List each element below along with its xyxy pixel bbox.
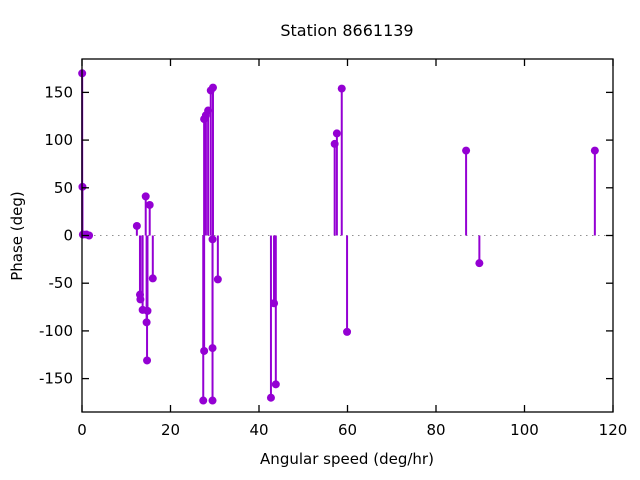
x-tick-label: 20 [161, 421, 180, 439]
y-tick-label: 50 [54, 179, 73, 197]
data-point [271, 380, 280, 389]
data-point [330, 139, 339, 148]
y-tick-label: -100 [39, 322, 73, 340]
x-tick-label: 0 [77, 421, 87, 439]
data-point [343, 327, 352, 336]
data-point [200, 346, 209, 355]
data-point [145, 200, 154, 209]
x-tick-label: 100 [510, 421, 539, 439]
data-point [141, 192, 150, 201]
y-axis-label: Phase (deg) [8, 191, 26, 281]
data-point [143, 306, 152, 315]
data-point [199, 396, 208, 405]
data-point [213, 275, 222, 284]
data-point [132, 221, 141, 230]
data-point [208, 235, 217, 244]
data-point [208, 83, 217, 92]
data-point [590, 146, 599, 155]
y-tick-label: -150 [39, 370, 73, 388]
x-axis-label: Angular speed (deg/hr) [260, 450, 434, 468]
data-point [142, 318, 151, 327]
x-tick-label: 60 [338, 421, 357, 439]
plot-content: 0 20 40 60 80 100 120 -150 -100 -50 0 50 100 150 [39, 58, 628, 439]
y-tick-label: 100 [44, 131, 73, 149]
x-tick-label: 80 [426, 421, 445, 439]
data-point [462, 146, 471, 155]
y-tick-label: -50 [49, 274, 74, 292]
data-point [337, 84, 346, 93]
data-point [204, 106, 213, 115]
data-point [270, 299, 279, 308]
y-tick-label: 150 [44, 83, 73, 101]
data-point [143, 356, 152, 365]
data-point [136, 295, 145, 304]
x-tick-label: 120 [599, 421, 628, 439]
data-point [208, 396, 217, 405]
data-point [475, 259, 484, 268]
x-tick-label: 40 [249, 421, 268, 439]
y-tick-label: 0 [63, 227, 73, 245]
data-point [148, 274, 157, 283]
data-point [266, 393, 275, 402]
data-point [208, 344, 217, 353]
chart-title: Station 8661139 [280, 21, 413, 40]
data-point [85, 231, 94, 240]
data-point [332, 129, 341, 138]
